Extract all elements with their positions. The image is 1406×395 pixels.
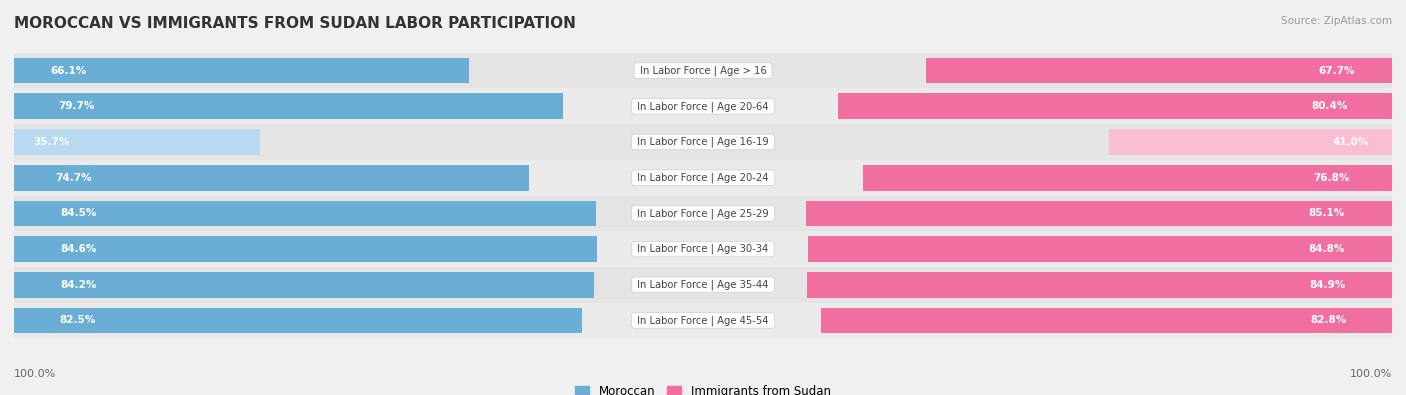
- Bar: [14, 124, 1392, 160]
- Bar: [14, 129, 260, 155]
- Text: 74.7%: 74.7%: [55, 173, 91, 182]
- Text: Source: ZipAtlas.com: Source: ZipAtlas.com: [1281, 16, 1392, 26]
- Text: In Labor Force | Age 20-64: In Labor Force | Age 20-64: [634, 101, 772, 111]
- Bar: [14, 236, 598, 262]
- Text: MOROCCAN VS IMMIGRANTS FROM SUDAN LABOR PARTICIPATION: MOROCCAN VS IMMIGRANTS FROM SUDAN LABOR …: [14, 16, 576, 31]
- Text: 100.0%: 100.0%: [14, 369, 56, 379]
- Text: 76.8%: 76.8%: [1313, 173, 1350, 182]
- Bar: [14, 165, 529, 190]
- Text: 84.8%: 84.8%: [1309, 244, 1346, 254]
- Bar: [806, 201, 1392, 226]
- Text: In Labor Force | Age 30-34: In Labor Force | Age 30-34: [634, 244, 772, 254]
- Bar: [14, 94, 564, 119]
- Text: 100.0%: 100.0%: [1350, 369, 1392, 379]
- Text: In Labor Force | Age 16-19: In Labor Force | Age 16-19: [634, 137, 772, 147]
- Bar: [925, 58, 1392, 83]
- Text: 84.2%: 84.2%: [60, 280, 97, 290]
- Bar: [14, 58, 470, 83]
- Text: 67.7%: 67.7%: [1319, 66, 1354, 75]
- Text: 84.9%: 84.9%: [1309, 280, 1346, 290]
- Bar: [14, 231, 1392, 267]
- Bar: [863, 165, 1392, 190]
- Legend: Moroccan, Immigrants from Sudan: Moroccan, Immigrants from Sudan: [571, 380, 835, 395]
- Text: In Labor Force | Age 45-54: In Labor Force | Age 45-54: [634, 315, 772, 326]
- Bar: [821, 308, 1392, 333]
- Bar: [14, 201, 596, 226]
- Text: In Labor Force | Age 35-44: In Labor Force | Age 35-44: [634, 280, 772, 290]
- Bar: [14, 267, 1392, 303]
- Text: 82.5%: 82.5%: [59, 316, 96, 325]
- Text: 82.8%: 82.8%: [1310, 316, 1347, 325]
- Bar: [14, 308, 582, 333]
- Bar: [14, 196, 1392, 231]
- Bar: [14, 160, 1392, 196]
- Bar: [807, 236, 1392, 262]
- Bar: [807, 272, 1392, 297]
- Text: 35.7%: 35.7%: [34, 137, 70, 147]
- Bar: [14, 272, 595, 297]
- Text: In Labor Force | Age 25-29: In Labor Force | Age 25-29: [634, 208, 772, 218]
- Bar: [14, 53, 1392, 88]
- Text: 79.7%: 79.7%: [58, 101, 94, 111]
- Bar: [1109, 129, 1392, 155]
- Text: 80.4%: 80.4%: [1312, 101, 1347, 111]
- Bar: [14, 303, 1392, 338]
- Text: In Labor Force | Age 20-24: In Labor Force | Age 20-24: [634, 173, 772, 183]
- Text: 84.6%: 84.6%: [60, 244, 97, 254]
- Text: 85.1%: 85.1%: [1309, 209, 1346, 218]
- Text: 84.5%: 84.5%: [60, 209, 97, 218]
- Bar: [14, 88, 1392, 124]
- Text: 66.1%: 66.1%: [51, 66, 87, 75]
- Bar: [838, 94, 1392, 119]
- Text: 41.0%: 41.0%: [1333, 137, 1369, 147]
- Text: In Labor Force | Age > 16: In Labor Force | Age > 16: [637, 65, 769, 76]
